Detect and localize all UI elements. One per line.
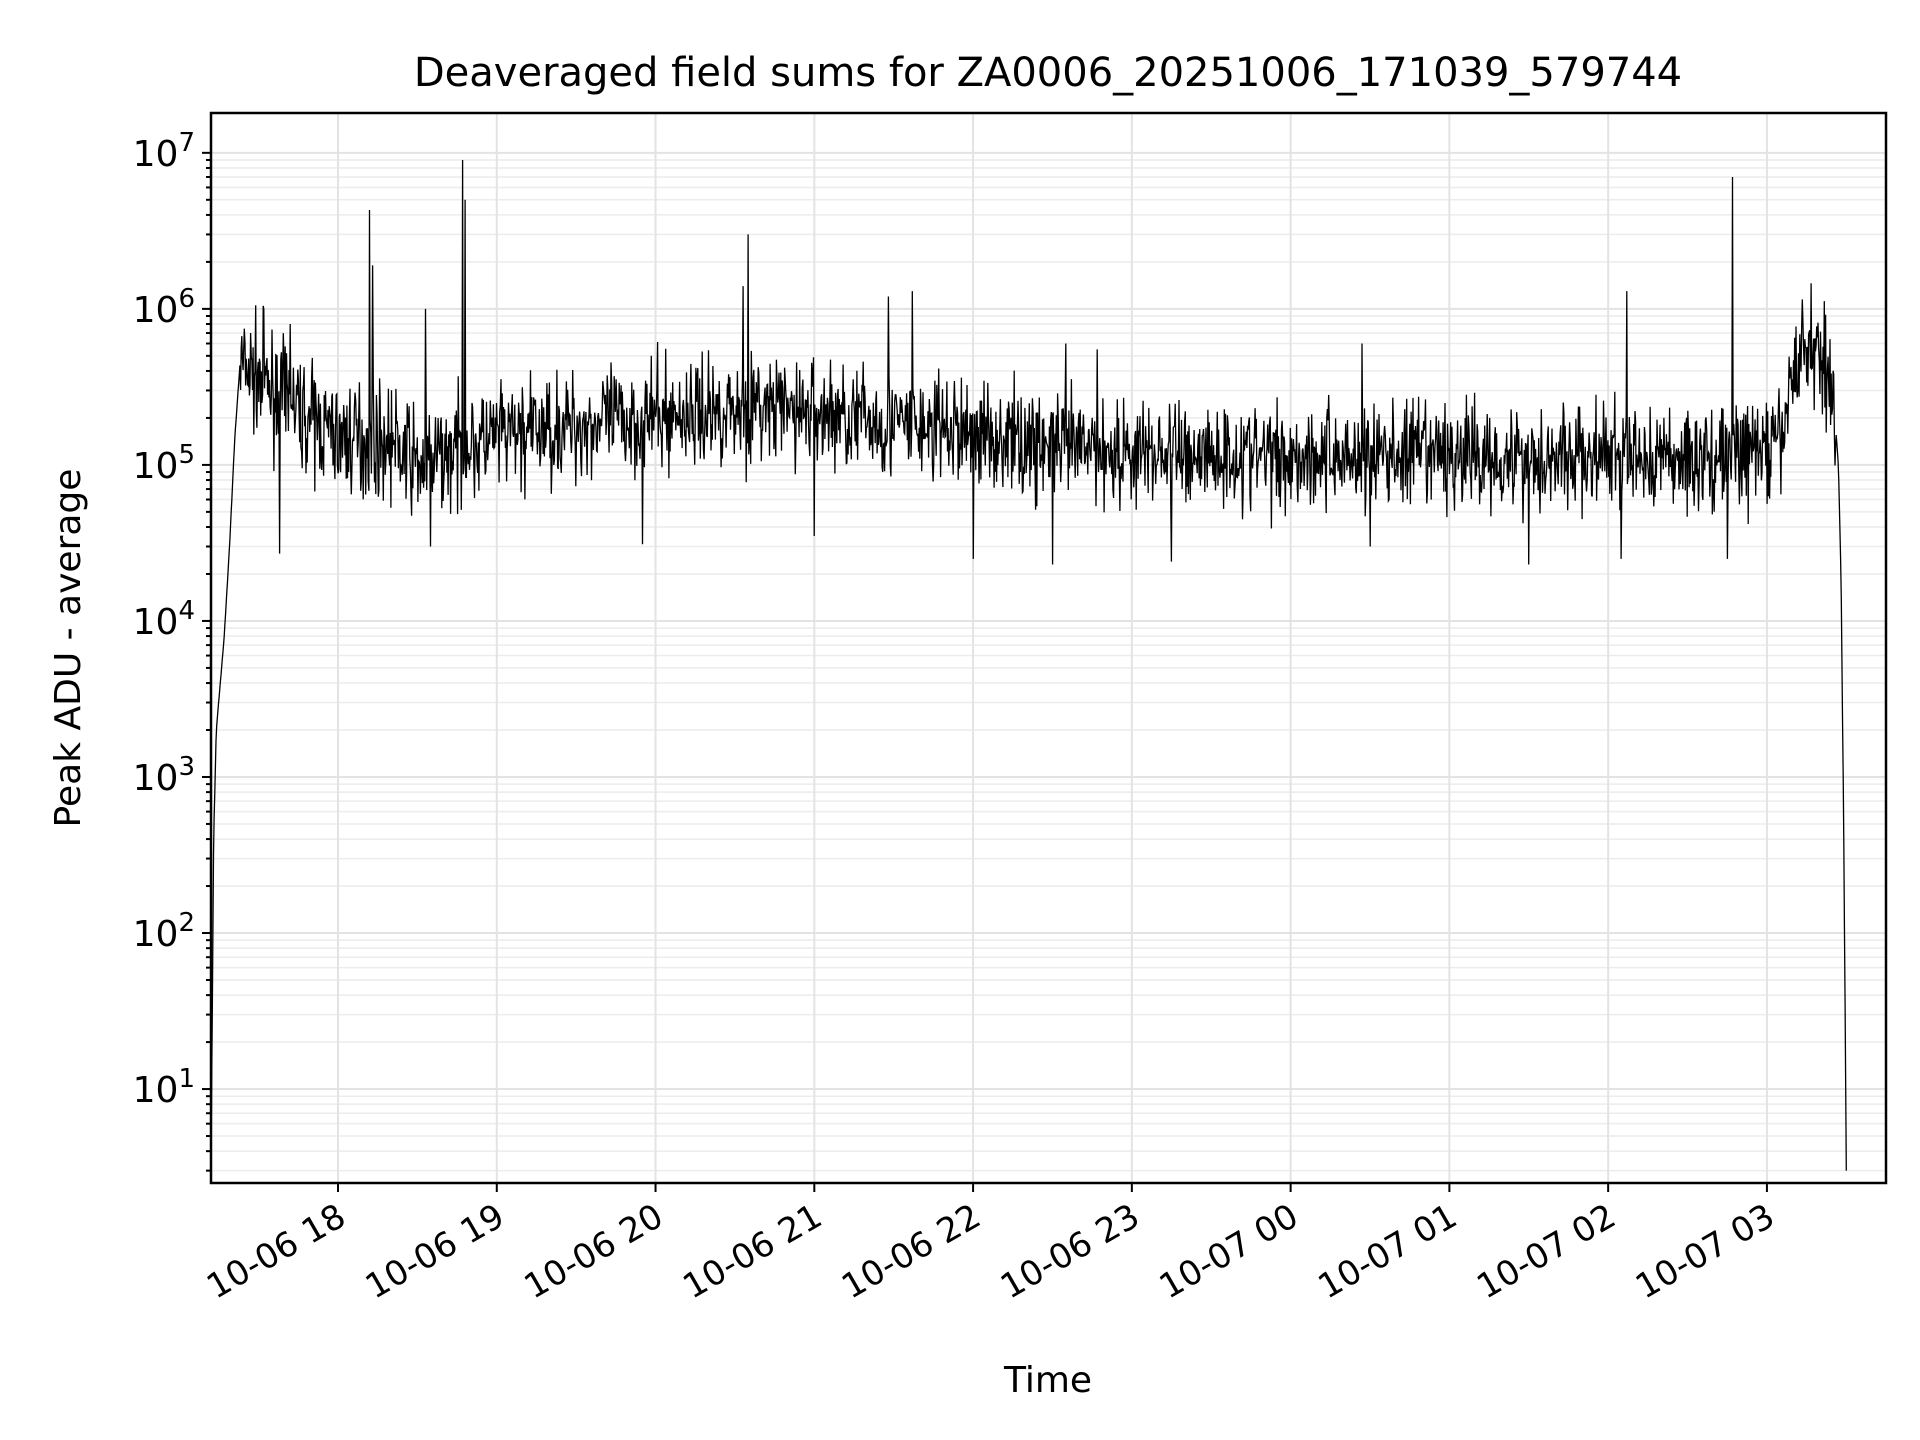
y-tick-label: 107 [133, 128, 195, 175]
y-tick-label: 101 [133, 1064, 195, 1111]
series-line [210, 159, 1847, 1171]
y-tick-label: 104 [133, 596, 195, 643]
plot-frame [209, 111, 1888, 1185]
chart-title: Deaveraged field sums for ZA0006_2025100… [414, 50, 1682, 96]
series-layer [210, 159, 1847, 1171]
y-tick-label: 105 [133, 440, 195, 487]
y-tick-label: 103 [133, 752, 195, 799]
x-axis-label: Time [1003, 1360, 1092, 1401]
y-tick-label: 106 [133, 284, 195, 331]
y-axis: 101 102 103 104 105 106 107 [133, 128, 211, 1172]
y-tick-label: 102 [133, 908, 195, 955]
grid [211, 113, 1886, 1183]
y-axis-label: Peak ADU - average [48, 469, 89, 828]
